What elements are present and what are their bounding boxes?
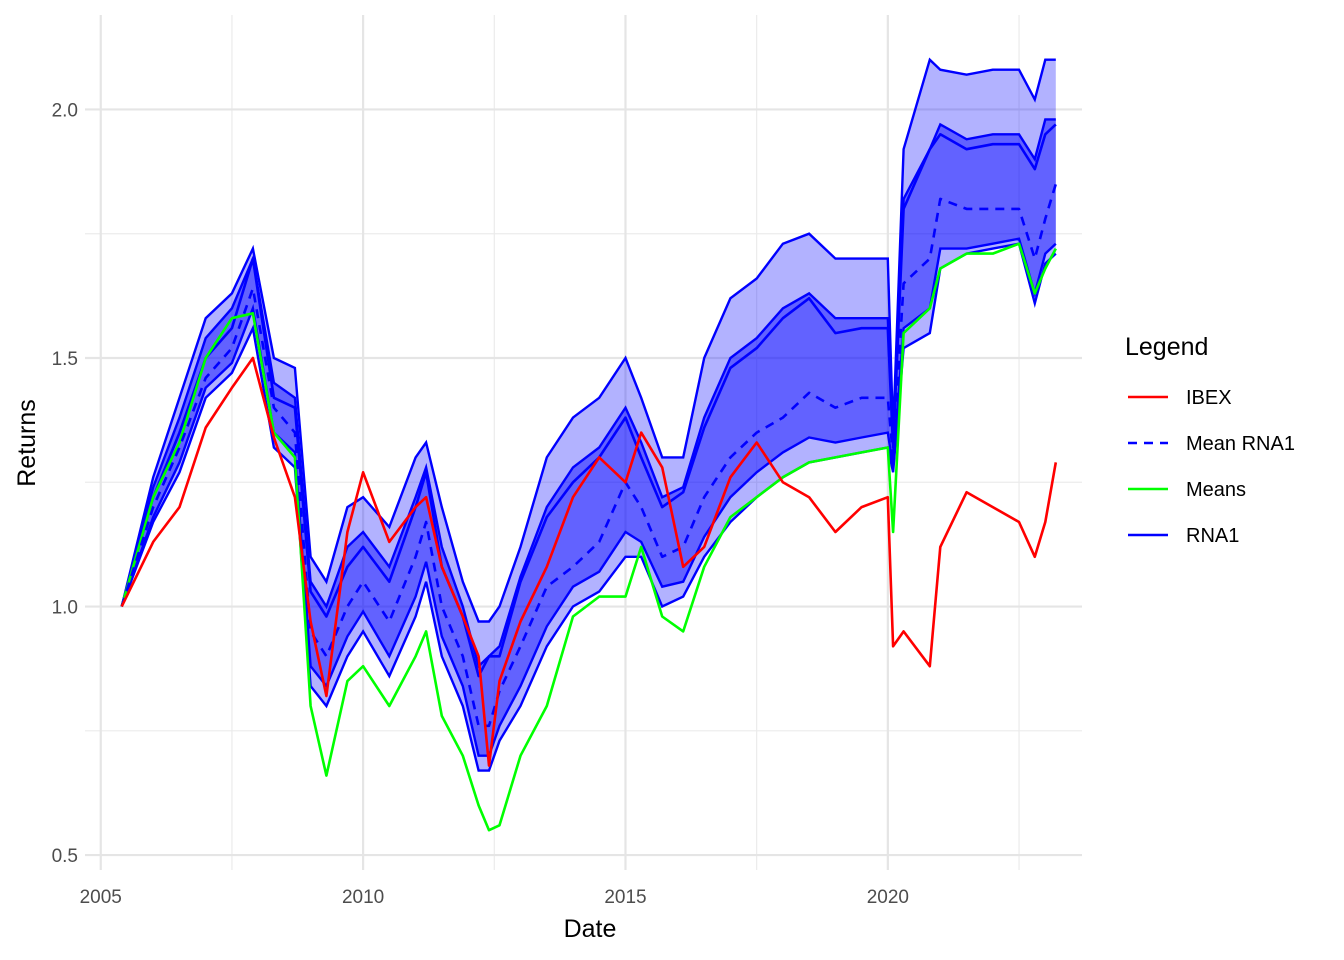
x-tick-label: 2015 [604, 887, 646, 908]
legend-label-means: Means [1186, 479, 1246, 501]
legend: Legend IBEX Mean RNA1 Means RNA1 [1125, 333, 1295, 547]
means-series-line [120, 242, 1057, 832]
y-tick-label: 2.0 [52, 100, 78, 121]
mean-rna1-series-line [120, 183, 1058, 728]
y-tick-label: 0.5 [52, 846, 78, 867]
rna1-series-line [120, 123, 1057, 678]
x-tick-label: 2010 [342, 887, 384, 908]
legend-label-mean-rna1: Mean RNA1 [1186, 433, 1295, 455]
legend-title: Legend [1125, 333, 1208, 361]
y-tick-label: 1.5 [52, 349, 78, 370]
legend-label-ibex: IBEX [1186, 387, 1232, 409]
x-tick-label: 2005 [80, 887, 122, 908]
rna1-band-area [121, 59, 1056, 771]
x-tick-label: 2020 [867, 887, 909, 908]
y-axis-title: Returns [13, 399, 41, 487]
confidence-bands [120, 57, 1057, 772]
rna1-band-upper-line [120, 57, 1056, 623]
x-axis-ticks: 2005 2010 2015 2020 [80, 887, 909, 908]
x-axis-title: Date [564, 915, 617, 943]
ibex-series-line [120, 356, 1058, 767]
legend-label-rna1: RNA1 [1186, 525, 1239, 547]
rna1-band-area [121, 119, 1056, 756]
y-tick-label: 1.0 [52, 598, 78, 619]
y-axis-ticks: 0.5 1.0 1.5 2.0 [52, 100, 78, 867]
series-lines [120, 123, 1058, 832]
